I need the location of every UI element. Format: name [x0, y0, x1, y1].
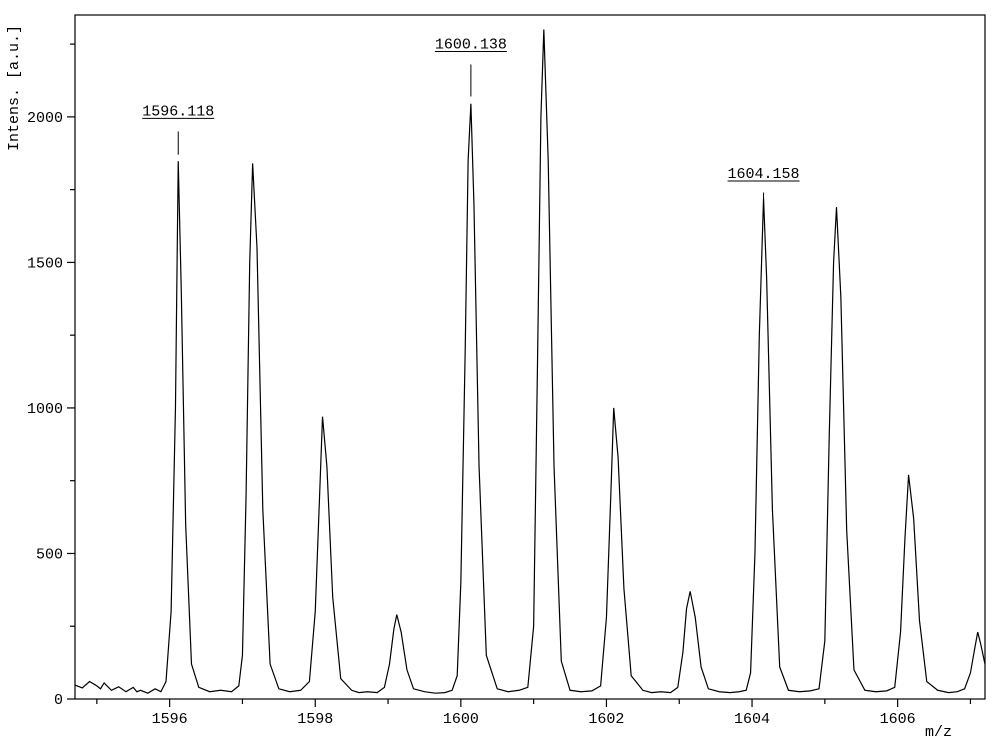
y-tick-label: 500 [36, 546, 63, 563]
x-tick-label: 1606 [880, 711, 916, 728]
y-tick-label: 1500 [27, 255, 63, 272]
x-axis-label: m/z [925, 724, 952, 741]
peak-label: 1600.138 [435, 36, 507, 53]
peak-label: 1604.158 [728, 166, 800, 183]
mass-spectrum-chart: 0 500 1000 1500 2000 1596 1598 1600 1602 1604 1606… [0, 0, 1000, 744]
peak-label: 1596.118 [142, 103, 214, 120]
y-tick-label: 1000 [27, 401, 63, 418]
x-tick-label: 1604 [734, 711, 770, 728]
y-axis-label: Intens. [a.u.] [6, 25, 23, 151]
x-tick-label: 1602 [588, 711, 624, 728]
x-tick-label: 1598 [297, 711, 333, 728]
y-tick-label: 0 [54, 692, 63, 709]
x-tick-label: 1600 [443, 711, 479, 728]
chart-svg: 0 500 1000 1500 2000 1596 1598 1600 1602 1604 1606… [0, 0, 1000, 744]
x-tick-label: 1596 [152, 711, 188, 728]
y-tick-label: 2000 [27, 110, 63, 127]
